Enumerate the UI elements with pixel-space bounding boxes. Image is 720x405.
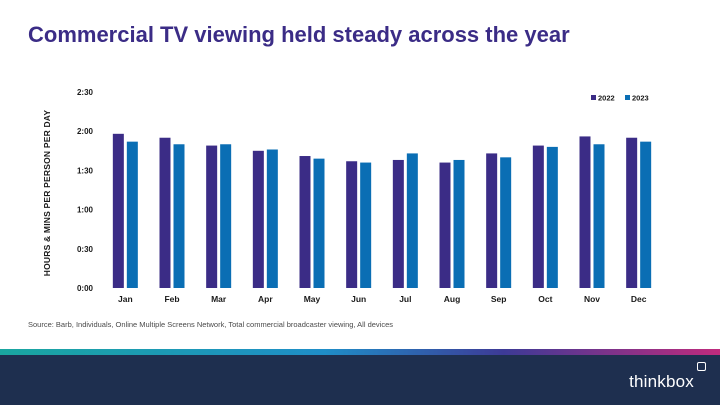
bar-2022-jun [346,161,358,288]
bar-2023-aug [453,159,465,288]
bar-2023-nov [593,144,605,288]
x-tick-label: Mar [211,294,227,304]
x-tick-label: Sep [491,294,507,304]
bar-2022-nov [579,136,591,288]
bar-2023-jun [360,162,372,288]
x-tick-label: Feb [164,294,179,304]
bar-2022-feb [159,137,171,288]
bar-2023-sep [500,157,512,288]
bar-2022-dec [626,137,638,288]
x-tick-label: Apr [258,294,273,304]
x-tick-label: Nov [584,294,600,304]
x-tick-label: Jun [351,294,366,304]
x-tick-label: Jul [399,294,411,304]
legend-swatch-2023 [625,95,630,100]
bar-2023-may [313,158,325,288]
bar-2022-jan [112,133,124,288]
legend-label-2023: 2023 [632,94,649,103]
y-tick-label: 0:30 [77,245,94,254]
thinkbox-logo: thinkbox [629,372,694,391]
brand-stripe [0,349,720,355]
page-title: Commercial TV viewing held steady across… [28,22,570,47]
bar-2023-jul [406,153,418,288]
y-axis-label: HOURS & MINS PER PERSON PER DAY [42,109,52,277]
y-tick-label: 1:30 [77,166,94,175]
bar-2023-dec [640,141,652,288]
x-tick-label: Oct [538,294,552,304]
bar-2023-mar [220,144,232,288]
bar-2022-oct [532,145,544,288]
bar-2022-sep [486,153,498,288]
bar-2022-aug [439,162,451,288]
bar-2023-feb [173,144,185,288]
y-tick-label: 2:00 [77,127,94,136]
x-tick-label: Dec [631,294,647,304]
x-tick-label: Aug [444,294,461,304]
logo-square-icon [697,362,706,371]
x-tick-label: May [304,294,321,304]
bar-2023-apr [266,149,278,288]
bar-2022-may [299,156,311,288]
footer-bar: thinkbox [0,355,720,405]
y-tick-label: 2:30 [77,88,94,97]
source-note: Source: Barb, Individuals, Online Multip… [28,320,394,329]
legend-label-2022: 2022 [598,94,615,103]
legend-swatch-2022 [591,95,596,100]
bar-2023-oct [546,146,558,288]
bar-chart: 0:00 0:30 1:00 1:30 2:00 2:30 Jan Feb Mar Apr May J… [77,88,652,304]
bar-2022-jul [392,159,404,288]
bar-2023-jan [126,141,138,288]
y-tick-label: 0:00 [77,284,94,293]
y-tick-label: 1:00 [77,206,94,215]
bar-2022-apr [252,150,264,288]
bar-2022-mar [206,145,218,288]
x-tick-label: Jan [118,294,133,304]
